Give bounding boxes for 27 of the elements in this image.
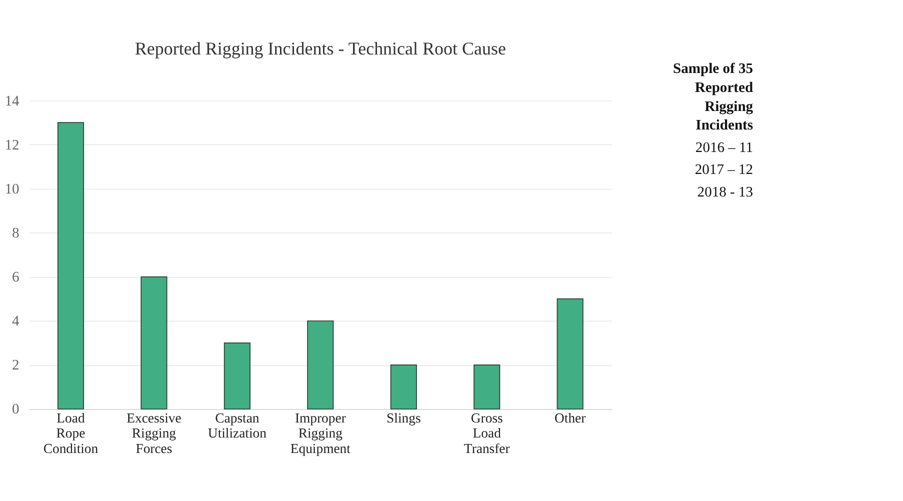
- bar: [390, 364, 417, 410]
- y-tick-label: 8: [12, 225, 20, 242]
- bar: [140, 276, 168, 410]
- y-tick-label: 4: [12, 314, 20, 330]
- text: 2017 – 12: [694, 162, 754, 178]
- x-tick-label: Load Rope Condition: [43, 410, 98, 456]
- x-tick-label: Improper Rigging Equipment: [290, 410, 351, 456]
- x-tick-label: Other: [554, 410, 586, 426]
- y-tick-label: 10: [4, 181, 20, 198]
- x-tick-label: Slings: [386, 410, 421, 426]
- text: Sample of 35 Reported Rigging Incidents: [673, 61, 754, 134]
- x-tick-label: Gross Load Transfer: [464, 410, 510, 456]
- y-tick-label: 12: [4, 137, 20, 154]
- x-tick-label: Excessive Rigging Forces: [126, 410, 182, 456]
- x-tick-label: Capstan Utilization: [208, 410, 267, 441]
- bar: [224, 342, 250, 410]
- text: 2018 - 13: [697, 184, 754, 201]
- bar: [474, 364, 500, 410]
- bar: [556, 298, 584, 410]
- text: 2016 – 11: [695, 140, 754, 156]
- y-tick-label: 14: [4, 93, 20, 110]
- bar: [57, 122, 84, 410]
- y-tick-label: 2: [12, 358, 20, 374]
- chart-title: Reported Rigging Incidents - Technical Root Cause: [134, 38, 506, 58]
- y-tick-label: 6: [12, 270, 20, 286]
- bar: [307, 320, 334, 410]
- y-tick-label: 0: [12, 402, 20, 418]
